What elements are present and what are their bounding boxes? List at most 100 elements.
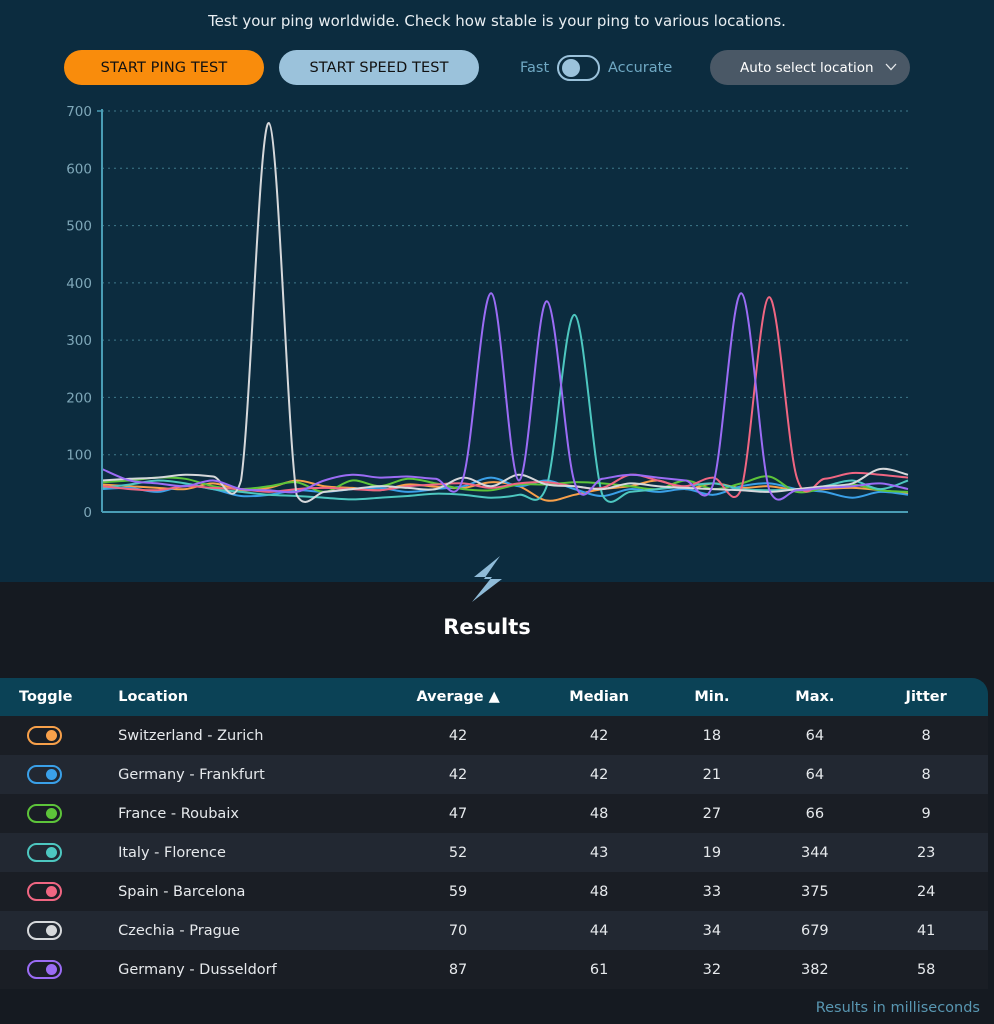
max-cell: 382 <box>800 961 829 978</box>
min-cell: 27 <box>702 805 722 822</box>
toggle-dot <box>46 925 58 936</box>
start-ping-test-button[interactable]: START PING TEST <box>64 50 264 85</box>
toggle-cell <box>0 765 89 784</box>
location-cell: Spain - Barcelona <box>118 883 246 900</box>
toggle-dot <box>46 964 58 975</box>
min-cell: 34 <box>702 922 722 939</box>
column-header-min[interactable]: Min. <box>694 689 730 705</box>
column-header-toggle: Toggle <box>19 689 73 705</box>
y-tick-label: 400 <box>66 276 92 292</box>
tagline: Test your ping worldwide. Check how stab… <box>208 12 786 30</box>
series-toggle[interactable] <box>27 921 63 940</box>
location-cell: Italy - Florence <box>118 844 226 861</box>
table-row: Switzerland - Zurich 42 42 18 64 8 <box>0 716 988 755</box>
toggle-cell <box>0 804 89 823</box>
results-title: Results <box>443 615 531 639</box>
toggle-knob <box>562 59 580 77</box>
lightning-bolt-icon <box>472 556 502 602</box>
table-row: France - Roubaix 47 48 27 66 9 <box>0 794 988 833</box>
median-cell: 42 <box>589 766 609 783</box>
series-line-czechia-prague <box>101 121 909 503</box>
location-cell: Germany - Frankfurt <box>118 766 265 783</box>
table-row: Spain - Barcelona 59 48 33 375 24 <box>0 872 988 911</box>
series-toggle[interactable] <box>27 882 63 901</box>
max-cell: 679 <box>800 922 829 939</box>
max-cell: 64 <box>805 766 825 783</box>
table-row: Germany - Frankfurt 42 42 21 64 8 <box>0 755 988 794</box>
median-cell: 43 <box>589 844 609 861</box>
min-cell: 19 <box>702 844 722 861</box>
table-header: Toggle Location Average ▲ Median Min. Ma… <box>0 678 988 716</box>
median-cell: 42 <box>589 727 609 744</box>
table-row: Italy - Florence 52 43 19 344 23 <box>0 833 988 872</box>
location-cell: France - Roubaix <box>118 805 239 822</box>
median-cell: 61 <box>589 961 609 978</box>
chart-axes <box>97 109 908 513</box>
start-speed-test-button[interactable]: START SPEED TEST <box>279 50 479 85</box>
y-axis-ticks: 0 100 200 300 400 500 600 700 <box>66 104 92 521</box>
y-tick-label: 0 <box>83 505 92 521</box>
average-cell: 42 <box>448 766 468 783</box>
max-cell: 344 <box>800 844 829 861</box>
max-cell: 64 <box>805 727 825 744</box>
jitter-cell: 8 <box>921 727 931 744</box>
location-cell: Czechia - Prague <box>118 922 240 939</box>
jitter-cell: 8 <box>921 766 931 783</box>
ping-chart: 0 100 200 300 400 500 600 700 <box>66 104 909 521</box>
series-line-germany-frankfurt <box>101 476 909 499</box>
series-toggle[interactable] <box>27 726 63 745</box>
average-cell: 47 <box>448 805 468 822</box>
toggle-dot <box>46 847 58 858</box>
chevron-down-icon <box>885 63 897 71</box>
table-body: Switzerland - Zurich 42 42 18 64 8 Germany - F… <box>0 716 988 989</box>
toggle-cell <box>0 882 89 901</box>
location-select[interactable]: Auto select location <box>710 50 910 85</box>
chart-series <box>101 121 909 503</box>
median-cell: 48 <box>589 805 609 822</box>
toggle-dot <box>46 808 58 819</box>
jitter-cell: 9 <box>921 805 931 822</box>
toggle-cell <box>0 726 89 745</box>
location-cell: Germany - Dusseldorf <box>118 961 277 978</box>
series-toggle[interactable] <box>27 843 63 862</box>
location-select-value: Auto select location <box>740 59 874 76</box>
y-tick-label: 300 <box>66 333 92 349</box>
fast-accurate-toggle[interactable] <box>557 55 600 81</box>
y-tick-label: 700 <box>66 104 92 120</box>
mode-accurate-label: Accurate <box>608 60 673 76</box>
toggle-dot <box>46 886 58 897</box>
y-tick-label: 500 <box>66 219 92 235</box>
min-cell: 21 <box>702 766 722 783</box>
average-cell: 59 <box>448 883 468 900</box>
location-cell: Switzerland - Zurich <box>118 727 264 744</box>
column-header-average[interactable]: Average ▲ <box>416 689 500 705</box>
jitter-cell: 41 <box>916 922 936 939</box>
results-footnote: Results in milliseconds <box>815 1000 980 1016</box>
y-tick-label: 200 <box>66 390 92 406</box>
column-header-location[interactable]: Location <box>118 689 189 705</box>
results-table: Toggle Location Average ▲ Median Min. Ma… <box>0 678 988 989</box>
toggle-dot <box>46 769 58 780</box>
average-cell: 87 <box>448 961 468 978</box>
min-cell: 18 <box>702 727 722 744</box>
toggle-cell <box>0 960 89 979</box>
jitter-cell: 58 <box>916 961 936 978</box>
series-toggle[interactable] <box>27 960 63 979</box>
toggle-dot <box>46 730 58 741</box>
series-toggle[interactable] <box>27 804 63 823</box>
max-cell: 375 <box>800 883 829 900</box>
column-header-median[interactable]: Median <box>569 689 629 705</box>
toggle-cell <box>0 843 89 862</box>
max-cell: 66 <box>805 805 825 822</box>
y-tick-label: 100 <box>66 448 92 464</box>
column-header-jitter[interactable]: Jitter <box>905 689 947 705</box>
column-header-max[interactable]: Max. <box>795 689 835 705</box>
min-cell: 32 <box>702 961 722 978</box>
toggle-cell <box>0 921 89 940</box>
median-cell: 48 <box>589 883 609 900</box>
mode-fast-label: Fast <box>520 60 550 76</box>
jitter-cell: 24 <box>916 883 936 900</box>
series-line-germany-dusseldorf <box>101 292 909 501</box>
series-toggle[interactable] <box>27 765 63 784</box>
ping-test-panel: Test your ping worldwide. Check how stab… <box>0 0 994 582</box>
